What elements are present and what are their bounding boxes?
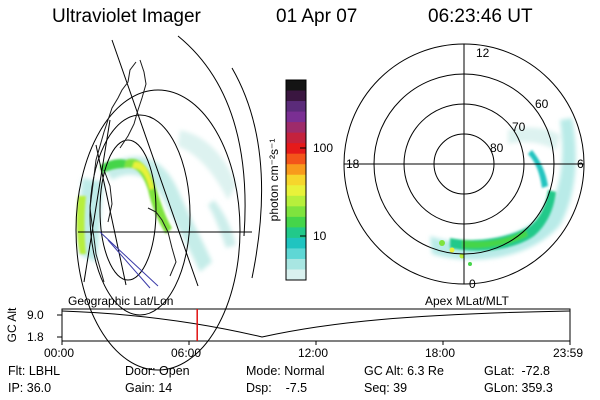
colorbar-tick-100: 100 [313, 141, 334, 155]
coastline [89, 59, 177, 283]
seq-info: Seq: 39 [364, 381, 408, 395]
aurora-oval-geo [76, 158, 172, 254]
gc-alt-info: GC Alt: 6.3 Re [364, 364, 444, 378]
terminator-lines [99, 231, 159, 289]
altitude-axis-label: GC Alt [5, 307, 19, 343]
mlat-label-70: 70 [512, 120, 526, 134]
mode-info: Mode: Normal [246, 364, 325, 378]
gain-info: Gain: 14 [125, 381, 173, 395]
colorbar-tick-10: 10 [313, 229, 327, 243]
mlt-label-12: 12 [476, 46, 490, 60]
polar-mlat-mlt-plot [343, 43, 585, 285]
polar-grid [343, 43, 585, 285]
aurora-spot [449, 247, 455, 253]
colorbar-cell [286, 132, 306, 144]
colorbar-cell [286, 90, 306, 102]
glon-info: GLon: 359.3 [484, 381, 553, 395]
colorbar-cell [286, 174, 306, 186]
geographic-caption: Geographic Lat/Lon [68, 294, 174, 308]
colorbar-cell [286, 248, 306, 260]
aurora-emission-polar [430, 118, 576, 266]
observation-date: 01 Apr 07 [276, 6, 358, 27]
colorbar-cell [286, 80, 306, 92]
observation-time: 06:23:46 UT [428, 6, 533, 27]
colorbar-cell [286, 195, 306, 207]
colorbar-cell [286, 122, 306, 134]
aurora-spot [468, 262, 472, 266]
ip-info: IP: 36.0 [8, 381, 52, 395]
aurora-spot [439, 240, 445, 246]
altitude-tick-1-8: 1.8 [27, 330, 44, 344]
door-info: Door: Open [125, 364, 190, 378]
colorbar-cell [286, 185, 306, 197]
dsp-info: Dsp: -7.5 [246, 381, 308, 395]
geo-grid-lines [75, 35, 262, 371]
instrument-title: Ultraviolet Imager [52, 6, 201, 27]
time-ticks [61, 341, 571, 345]
colorbar-cell [286, 143, 306, 155]
mlt-label-0: 0 [469, 277, 476, 291]
mlat-label-80: 80 [490, 141, 504, 155]
colorbar-cell [286, 153, 306, 165]
mlt-label-6: 6 [577, 157, 584, 171]
apex-caption: Apex MLat/MLT [425, 294, 509, 308]
mlat-label-60: 60 [535, 97, 549, 111]
colorbar-cell [286, 111, 306, 123]
mlt-label-18: 18 [346, 157, 360, 171]
colorbar-unit-label: photon cm⁻²s⁻¹ [267, 138, 281, 222]
filter-info: Flt: LBHL [8, 364, 61, 378]
colorbar-cell [286, 206, 306, 218]
colorbar-cell [286, 101, 306, 113]
colorbar-cell [286, 258, 306, 270]
colorbar-cell [286, 227, 306, 239]
time-tick-2359: 23:59 [553, 346, 584, 360]
colorbar-cell [286, 237, 306, 249]
geographic-projection [75, 35, 262, 371]
altitude-tick-9: 9.0 [27, 308, 44, 322]
glat-info: GLat: -72.8 [484, 364, 551, 378]
aurora-spot [459, 253, 465, 259]
altitude-plot [57, 308, 571, 345]
time-tick-0600: 06:00 [171, 346, 202, 360]
colorbar-cell [286, 269, 306, 281]
colorbar [285, 79, 307, 281]
time-tick-1800: 18:00 [425, 346, 456, 360]
colorbar-cell [286, 164, 306, 176]
colorbar-cell [286, 216, 306, 228]
altitude-curve [61, 310, 571, 338]
time-tick-0000: 00:00 [44, 346, 75, 360]
time-tick-1200: 12:00 [298, 346, 329, 360]
